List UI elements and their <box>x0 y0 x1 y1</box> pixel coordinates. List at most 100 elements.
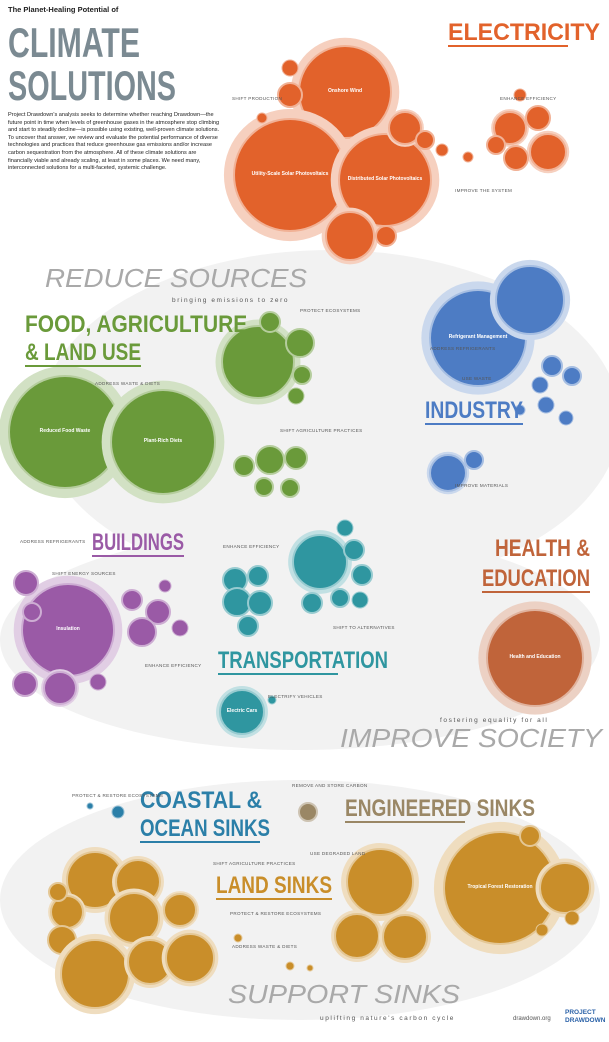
solution-bubble <box>493 111 527 145</box>
solution-bubble <box>415 130 435 150</box>
solution-bubble <box>564 910 580 926</box>
solution-bubble <box>108 892 160 944</box>
heading-rule <box>92 555 184 557</box>
intro-text: Project Drawdown's analysis seeks to det… <box>8 112 220 172</box>
solution-bubble <box>292 365 312 385</box>
section-heading: IMPROVE SOCIETY <box>340 723 604 753</box>
solution-bubble <box>127 617 157 647</box>
group-label: ADDRESS REFRIGERANTS <box>20 539 85 544</box>
bubble-label: Electric Cars <box>227 708 258 714</box>
heading-rule <box>140 841 260 843</box>
section-heading: SUPPORT SINKS <box>228 979 461 1009</box>
solution-bubble <box>514 404 526 416</box>
heading-rule <box>345 821 465 823</box>
solution-bubble <box>281 59 299 77</box>
heading-rule <box>448 45 568 47</box>
group-label: ENHANCE EFFICIENCY <box>145 663 201 668</box>
section-tagline: uplifting nature's carbon cycle <box>320 1015 455 1022</box>
group-label: SHIFT AGRICULTURE PRACTICES <box>280 428 362 433</box>
group-label: ADDRESS REFRIGERANTS <box>430 346 495 351</box>
section-tagline: bringing emissions to zero <box>172 297 289 304</box>
solution-bubble <box>435 143 449 157</box>
footer-site: drawdown.org <box>513 1016 551 1022</box>
solution-bubble <box>280 478 300 498</box>
bubble-label: Health and Education <box>509 654 560 660</box>
category: ENGINEERED SINKS REMOVE AND STORE CARBON <box>292 783 535 823</box>
group-label: REMOVE AND STORE CARBON <box>292 783 367 788</box>
solution-bubble <box>259 311 281 333</box>
group-label: SHIFT PRODUCTION <box>232 96 282 101</box>
solution-bubble <box>562 366 582 386</box>
solution-bubble <box>22 602 42 622</box>
solution-bubble <box>539 862 591 914</box>
solution-bubble <box>525 105 551 131</box>
solution-bubble <box>121 589 143 611</box>
solution-bubble <box>351 591 369 609</box>
category: Electric Cars TRANSPORTATION ENHANCE EFFIC… <box>216 519 394 738</box>
category-heading: & LAND USE <box>25 339 141 366</box>
solution-bubble <box>254 477 274 497</box>
category-heading: TRANSPORTATION <box>218 647 388 674</box>
section-heading: REDUCE SOURCES <box>45 263 308 293</box>
solution-bubble <box>343 539 365 561</box>
group-label: SHIFT AGRICULTURE PRACTICES <box>213 861 295 866</box>
solution-bubble <box>48 882 68 902</box>
solution-bubble <box>285 328 315 358</box>
category: Tropical Forest Restoration LAND SINKS SHI… <box>47 821 595 1015</box>
solution-bubble <box>43 671 77 705</box>
solution-bubble <box>306 964 314 972</box>
solution-bubble <box>292 534 348 590</box>
solution-bubble <box>462 151 474 163</box>
group-label: ADDRESS WASTE & DIETS <box>232 944 297 949</box>
solution-bubble <box>12 671 38 697</box>
category: Refrigerant Management INDUSTRY ADDRESS RE… <box>421 259 582 495</box>
solution-bubble <box>346 848 414 916</box>
solution-bubble <box>301 592 323 614</box>
solution-bubble <box>541 355 563 377</box>
solution-bubble <box>222 587 252 617</box>
solution-bubble <box>233 933 243 943</box>
group-label: SHIFT ENERGY SOURCES <box>52 571 116 576</box>
solution-bubble <box>429 454 467 492</box>
group-label: PROTECT & RESTORE ECOSYSTEMS <box>72 793 163 798</box>
category: COASTAL &OCEAN SINKS PROTECT & RESTORE EC… <box>72 787 270 843</box>
group-label: IMPROVE MATERIALS <box>455 483 508 488</box>
category-heading: OCEAN SINKS <box>140 815 270 842</box>
solution-bubble <box>221 325 295 399</box>
solution-bubble <box>256 112 268 124</box>
bubble-label: Plant-Rich Diets <box>144 438 183 444</box>
bubble-label: Utility-Scale Solar Photovoltaics <box>252 171 329 177</box>
solution-bubble <box>334 913 380 959</box>
solution-bubble <box>247 590 273 616</box>
solution-bubble <box>529 133 567 171</box>
solution-bubble <box>158 579 172 593</box>
solution-bubble <box>247 565 269 587</box>
category-heading: INDUSTRY <box>425 397 523 424</box>
solution-bubble <box>255 445 285 475</box>
solution-bubble <box>86 802 94 810</box>
solution-bubble <box>60 939 130 1009</box>
solution-bubble <box>163 893 197 927</box>
solution-bubble <box>267 695 277 705</box>
bubble-label: Onshore Wind <box>328 88 362 94</box>
solution-bubble <box>519 825 541 847</box>
heading-rule <box>482 591 590 593</box>
solution-bubble <box>486 609 584 707</box>
category-heading: HEALTH & <box>495 535 590 562</box>
logo-line: PROJECT <box>565 1009 596 1016</box>
solution-bubble <box>285 961 295 971</box>
solution-bubble <box>171 619 189 637</box>
solution-bubble <box>464 450 484 470</box>
group-label: ADDRESS WASTE & DIETS <box>95 381 160 386</box>
heading-rule <box>425 423 523 425</box>
heading-rule <box>25 365 141 367</box>
solution-bubble <box>111 805 125 819</box>
category-heading: FOOD, AGRICULTURE, <box>25 311 253 338</box>
group-label: ENHANCE EFFICIENCY <box>223 544 279 549</box>
bubble-label: Insulation <box>56 626 80 632</box>
group-label: PROTECT & RESTORE ECOSYSTEMS <box>230 911 321 916</box>
title-line: CLIMATE <box>8 19 140 66</box>
bubble-label: Reduced Food Waste <box>40 428 91 434</box>
group-label: IMPROVE THE SYSTEM <box>455 188 512 193</box>
